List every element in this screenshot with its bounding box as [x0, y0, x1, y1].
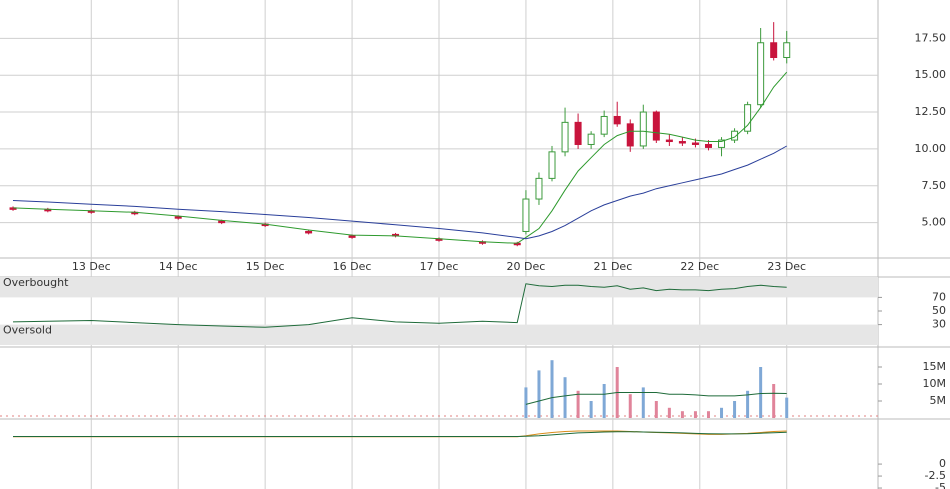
volume-bar	[693, 411, 697, 418]
volume-bar	[628, 394, 632, 418]
series-line	[12, 145, 787, 240]
y-tick-label: -5	[935, 481, 946, 489]
y-tick-label: 15M	[923, 360, 947, 373]
x-tick-label: 13 Dec	[72, 260, 111, 273]
candle-body	[626, 123, 634, 147]
volume-bar	[772, 384, 776, 418]
volume-bar	[524, 387, 528, 418]
band	[0, 324, 878, 345]
candle-body	[770, 42, 778, 58]
band	[0, 277, 878, 298]
y-tick-label: -2.5	[925, 469, 946, 482]
volume-bar	[706, 411, 710, 418]
candle-body	[691, 142, 699, 145]
y-tick-label: 15.00	[915, 68, 947, 81]
candle-body	[587, 133, 595, 145]
volume-bar	[733, 401, 737, 418]
candle-body	[535, 177, 543, 200]
y-tick-label: 17.50	[915, 31, 947, 44]
candle-body	[783, 42, 791, 58]
volume-bar	[563, 377, 567, 418]
y-tick-label: 10M	[923, 377, 947, 390]
candle-body	[561, 121, 569, 153]
volume-bar	[537, 370, 541, 418]
volume-bar	[759, 367, 763, 418]
volume-bar	[602, 384, 606, 418]
y-tick-label: 50	[932, 304, 946, 317]
candle-body	[652, 111, 660, 141]
volume-bar	[785, 397, 789, 418]
volume-bar	[576, 390, 580, 418]
y-tick-label: 30	[932, 318, 946, 331]
y-tick-label: 70	[932, 290, 946, 303]
x-tick-label: 21 Dec	[593, 260, 632, 273]
candle-body	[574, 121, 582, 145]
candle-body	[639, 111, 647, 147]
y-tick-label: 0	[939, 457, 946, 470]
candle-body	[678, 141, 686, 144]
x-tick-label: 23 Dec	[767, 260, 806, 273]
x-tick-label: 17 Dec	[420, 260, 459, 273]
candle-body	[174, 216, 182, 219]
candle-body	[600, 115, 608, 135]
volume-bar	[720, 407, 724, 418]
candle-body	[218, 220, 226, 224]
candle-body	[548, 151, 556, 179]
candle-body	[665, 139, 673, 143]
candle-body	[744, 104, 752, 132]
volume-bar	[680, 411, 684, 418]
candle-body	[731, 130, 739, 141]
candle-body	[613, 115, 621, 125]
candle-body	[348, 235, 356, 238]
x-tick-label: 16 Dec	[333, 260, 372, 273]
volume-bar	[589, 401, 593, 418]
series-line	[13, 431, 787, 437]
y-tick-label: 5.00	[922, 216, 947, 229]
x-tick-label: 15 Dec	[246, 260, 285, 273]
y-tick-label: 5M	[930, 394, 947, 407]
series-line	[525, 392, 787, 405]
series-line	[12, 283, 787, 328]
candle-body	[757, 42, 765, 106]
candle-body	[718, 139, 726, 148]
x-tick-label: 22 Dec	[680, 260, 719, 273]
volume-bar	[746, 390, 750, 418]
x-tick-label: 20 Dec	[507, 260, 546, 273]
x-tick-label: 14 Dec	[159, 260, 198, 273]
y-tick-label: 12.50	[915, 105, 947, 118]
band-label: Oversold	[3, 324, 52, 337]
candle-body	[704, 143, 712, 148]
volume-bar	[654, 401, 658, 418]
band-label: Overbought	[3, 276, 69, 289]
volume-bar	[641, 387, 645, 418]
y-tick-label: 10.00	[915, 142, 947, 155]
volume-bar	[667, 407, 671, 418]
candle-body	[305, 230, 313, 234]
y-tick-label: 7.50	[922, 179, 947, 192]
volume-bar	[550, 360, 554, 418]
candle-body	[522, 198, 530, 232]
series-line	[12, 71, 788, 244]
